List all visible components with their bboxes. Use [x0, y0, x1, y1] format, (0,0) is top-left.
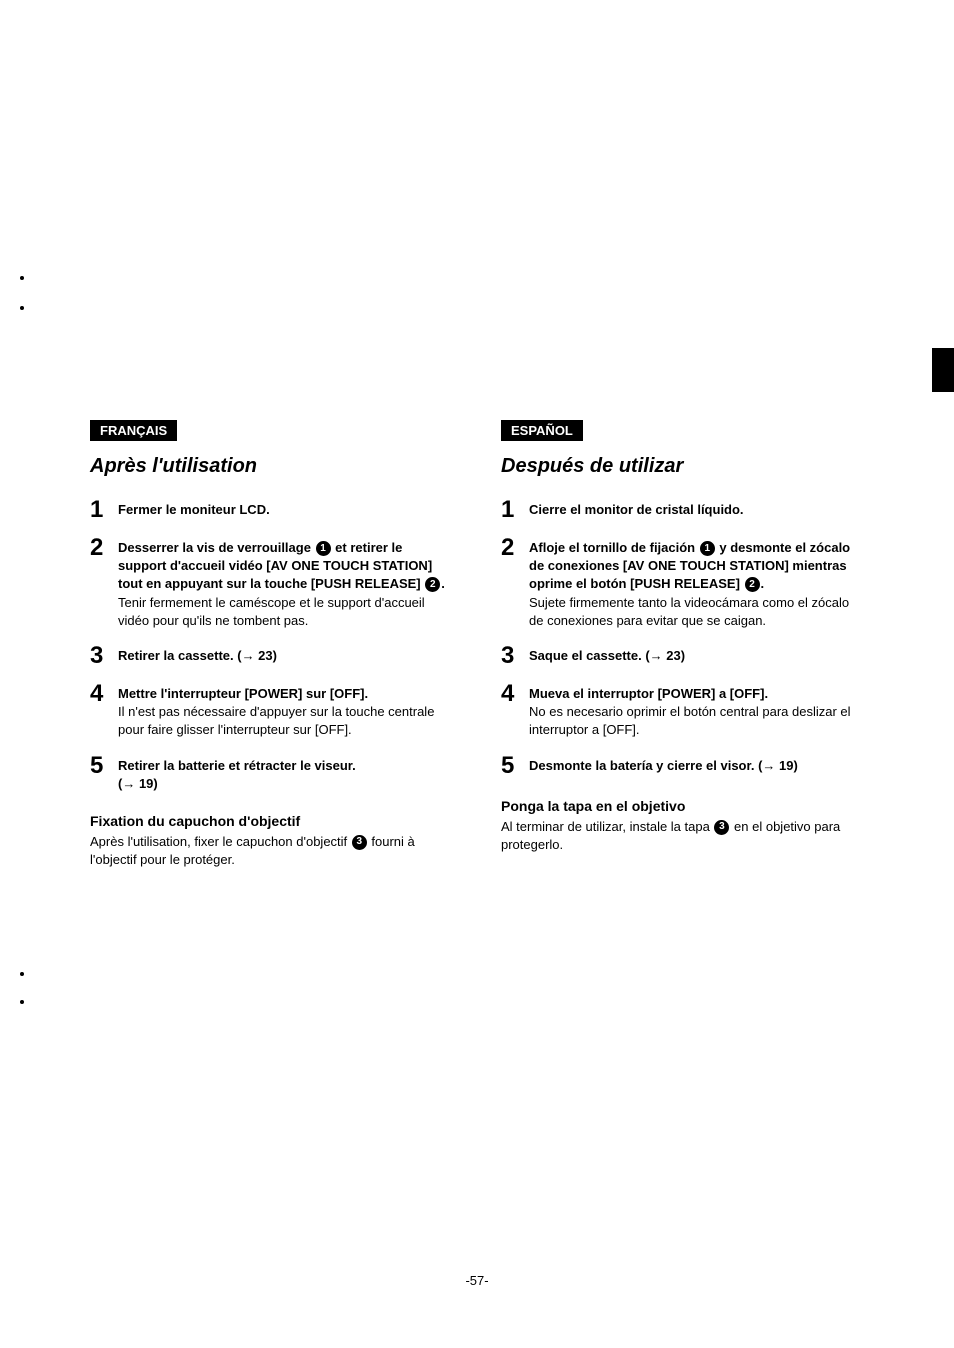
reference-icon-1: 1 — [316, 541, 331, 556]
step-number: 3 — [501, 644, 529, 668]
subsection-title: Ponga la tapa en el objetivo — [501, 798, 864, 814]
reference-icon-2: 2 — [745, 577, 760, 592]
subsection-text: Al terminar de utilizar, instale la tapa — [501, 819, 713, 834]
step-number: 4 — [501, 682, 529, 706]
step-note: Il n'est pas nécessaire d'appuyer sur la… — [118, 704, 434, 737]
step-text: Retirer la cassette. — [118, 648, 237, 663]
page-ref: (→ 19) — [758, 758, 798, 773]
step-text: Saque el cassette. — [529, 648, 645, 663]
punch-dot — [20, 972, 24, 976]
step-text: Mueva el interruptor [POWER] a [OFF]. — [529, 686, 768, 701]
reference-icon-2: 2 — [425, 577, 440, 592]
step-text: . — [441, 576, 445, 591]
step-4: 4 Mettre l'interrupteur [POWER] sur [OFF… — [90, 682, 453, 740]
step-1: 1 Cierre el monitor de cristal líquido. — [501, 498, 864, 522]
page-ref: (→ 23) — [237, 648, 277, 663]
step-number: 4 — [90, 682, 118, 706]
step-text: Desserrer la vis de verrouillage — [118, 540, 315, 555]
step-5: 5 Retirer la batterie et rétracter le vi… — [90, 754, 453, 793]
step-note: Sujete firmemente tanto la videocámara c… — [529, 595, 849, 628]
page-content: FRANÇAIS Après l'utilisation 1 Fermer le… — [0, 0, 954, 909]
page-number: -57- — [0, 1273, 954, 1288]
step-text: Afloje el tornillo de fijación — [529, 540, 699, 555]
reference-icon-1: 1 — [700, 541, 715, 556]
step-3: 3 Retirer la cassette. (→ 23) — [90, 644, 453, 668]
step-1: 1 Fermer le moniteur LCD. — [90, 498, 453, 522]
step-body: Retirer la cassette. (→ 23) — [118, 644, 453, 665]
step-body: Desmonte la batería y cierre el visor. (… — [529, 754, 864, 775]
step-number: 5 — [90, 754, 118, 778]
section-title: Après l'utilisation — [90, 455, 453, 478]
step-body: Afloje el tornillo de fijación 1 y desmo… — [529, 536, 864, 630]
step-2: 2 Afloje el tornillo de fijación 1 y des… — [501, 536, 864, 630]
step-5: 5 Desmonte la batería y cierre el visor.… — [501, 754, 864, 778]
side-tab-marker — [932, 348, 954, 392]
step-3: 3 Saque el cassette. (→ 23) — [501, 644, 864, 668]
step-number: 2 — [501, 536, 529, 560]
step-number: 3 — [90, 644, 118, 668]
step-note: No es necesario oprimir el botón central… — [529, 704, 851, 737]
step-body: Saque el cassette. (→ 23) — [529, 644, 864, 665]
step-text: Desmonte la batería y cierre el visor. — [529, 758, 758, 773]
step-body: Mueva el interruptor [POWER] a [OFF]. No… — [529, 682, 864, 740]
step-text: Retirer la batterie et rétracter le vise… — [118, 758, 356, 773]
section-title: Después de utilizar — [501, 455, 864, 478]
reference-icon-3: 3 — [352, 835, 367, 850]
step-2: 2 Desserrer la vis de verrouillage 1 et … — [90, 536, 453, 630]
punch-dot — [20, 306, 24, 310]
step-text: Cierre el monitor de cristal líquido. — [529, 502, 744, 517]
lang-tag-spanish: ESPAÑOL — [501, 420, 583, 441]
step-text: Mettre l'interrupteur [POWER] sur [OFF]. — [118, 686, 368, 701]
step-number: 5 — [501, 754, 529, 778]
step-text: Fermer le moniteur LCD. — [118, 502, 270, 517]
reference-icon-3: 3 — [714, 820, 729, 835]
step-note: Tenir fermement le caméscope et le suppo… — [118, 595, 425, 628]
step-number: 1 — [90, 498, 118, 522]
step-number: 2 — [90, 536, 118, 560]
page-ref: (→ 19) — [118, 776, 158, 791]
subsection-body: Après l'utilisation, fixer le capuchon d… — [90, 833, 453, 869]
page-ref: (→ 23) — [645, 648, 685, 663]
step-body: Mettre l'interrupteur [POWER] sur [OFF].… — [118, 682, 453, 740]
subsection-body: Al terminar de utilizar, instale la tapa… — [501, 818, 864, 854]
step-number: 1 — [501, 498, 529, 522]
punch-dot — [20, 276, 24, 280]
column-spanish: ESPAÑOL Después de utilizar 1 Cierre el … — [501, 420, 864, 869]
subsection-text: Après l'utilisation, fixer le capuchon d… — [90, 834, 351, 849]
step-body: Fermer le moniteur LCD. — [118, 498, 453, 519]
punch-dot — [20, 1000, 24, 1004]
subsection-title: Fixation du capuchon d'objectif — [90, 813, 453, 829]
lang-tag-french: FRANÇAIS — [90, 420, 177, 441]
step-body: Cierre el monitor de cristal líquido. — [529, 498, 864, 519]
step-text: . — [761, 576, 765, 591]
step-body: Desserrer la vis de verrouillage 1 et re… — [118, 536, 453, 630]
step-4: 4 Mueva el interruptor [POWER] a [OFF]. … — [501, 682, 864, 740]
column-french: FRANÇAIS Après l'utilisation 1 Fermer le… — [90, 420, 453, 869]
step-body: Retirer la batterie et rétracter le vise… — [118, 754, 453, 793]
